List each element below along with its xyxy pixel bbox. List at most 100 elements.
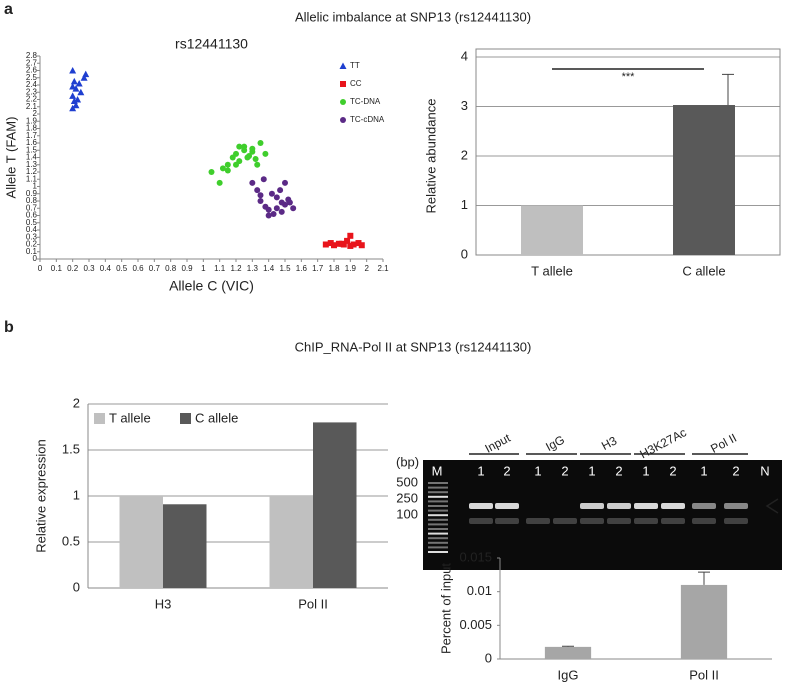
marker	[257, 192, 264, 199]
y-tick-label: 1.6	[26, 138, 38, 147]
band	[607, 503, 631, 509]
marker	[69, 92, 77, 99]
band	[580, 518, 604, 524]
arrow	[765, 498, 779, 514]
marker	[254, 161, 261, 168]
y-tick-label: 2.7	[26, 58, 38, 67]
group-label: H3K27Ac	[637, 425, 688, 461]
band	[469, 503, 493, 509]
y-axis-label: Percent of input	[438, 563, 453, 654]
panel-label: b	[4, 319, 14, 336]
ladder-band	[428, 537, 448, 540]
y-axis-label: Relative expression	[33, 439, 48, 552]
bar	[673, 105, 735, 255]
y-tick-label: 1	[461, 197, 468, 212]
x-tick-label: 1.6	[296, 264, 308, 273]
y-tick-label: 2.4	[26, 80, 38, 89]
bar	[269, 496, 313, 588]
ladder-band	[428, 509, 448, 512]
y-tick-label: 1.4	[26, 153, 38, 162]
band	[634, 503, 658, 509]
marker	[208, 169, 215, 175]
y-tick-label: 2.8	[26, 51, 38, 60]
x-tick-label: 1.2	[230, 264, 242, 273]
legend-marker	[339, 62, 347, 69]
marker	[322, 241, 329, 248]
legend-label: T allele	[109, 410, 151, 425]
marker	[262, 150, 269, 157]
y-tick-label: 0.5	[62, 533, 80, 548]
marker	[273, 194, 280, 201]
y-tick-label: 0.3	[26, 232, 38, 241]
marker	[290, 205, 297, 212]
y-tick-label: 2.2	[26, 95, 38, 104]
x-tick-label: Pol II	[298, 596, 328, 611]
ladder-band	[428, 495, 448, 498]
lane-label: N	[760, 463, 769, 478]
y-tick-label: 0	[33, 254, 38, 263]
x-tick-label: 2	[364, 264, 369, 273]
y-tick-label: 0.6	[26, 211, 38, 220]
legend-marker	[340, 99, 346, 105]
marker	[282, 179, 288, 186]
marker	[233, 150, 239, 157]
ladder-band	[428, 486, 448, 489]
marker	[249, 145, 256, 152]
band	[580, 503, 604, 509]
x-tick-label: 1.3	[247, 264, 259, 273]
x-tick-label: 0.4	[100, 264, 112, 273]
marker	[219, 165, 226, 172]
ladder-band	[428, 500, 448, 503]
marker	[224, 161, 231, 168]
group-label: Input	[483, 431, 514, 456]
lane-label: 1	[588, 463, 595, 478]
lane-label: 2	[561, 463, 568, 478]
marker	[270, 211, 277, 218]
marker	[273, 205, 280, 212]
x-tick-label: 1.8	[328, 264, 340, 273]
lane-label: 2	[732, 463, 739, 478]
group-label: H3	[599, 433, 619, 453]
x-tick-label: 1.4	[263, 264, 275, 273]
x-tick-label: 0.5	[116, 264, 128, 273]
ladder-band	[428, 482, 448, 484]
x-tick-label: Pol II	[689, 667, 719, 682]
lane-label: M	[432, 463, 443, 478]
y-tick-label: 1.8	[26, 124, 38, 133]
marker	[74, 96, 82, 103]
error-bar	[698, 571, 710, 585]
band	[495, 503, 519, 509]
marker	[347, 242, 354, 249]
bar	[544, 646, 592, 659]
x-tick-label: 0.1	[51, 264, 63, 273]
x-tick-label: H3	[155, 596, 172, 611]
marker	[344, 237, 351, 244]
y-tick-label: 3	[461, 98, 468, 113]
marker	[286, 199, 293, 206]
x-tick-label: 0.2	[67, 264, 79, 273]
marker	[257, 198, 264, 204]
legend-swatch	[180, 413, 191, 424]
y-tick-label: 0.7	[26, 203, 38, 212]
y-tick-label: 1.1	[26, 174, 38, 183]
marker	[77, 88, 85, 96]
marker	[70, 77, 78, 85]
marker	[265, 206, 272, 213]
legend-label: CC	[350, 79, 362, 88]
marker	[265, 212, 272, 219]
x-tick-label: 0.6	[132, 264, 144, 273]
marker	[254, 187, 261, 194]
marker	[350, 241, 357, 248]
legend-marker	[340, 117, 346, 123]
lane-label: 1	[477, 463, 484, 478]
y-tick-label: 0.015	[459, 549, 492, 564]
marker	[277, 187, 284, 194]
legend-label: TT	[350, 61, 360, 70]
ladder-band	[428, 518, 448, 521]
marker	[339, 240, 346, 247]
marker	[69, 82, 77, 90]
x-tick-label: T allele	[531, 263, 573, 278]
x-tick-label: 2.1	[377, 264, 389, 273]
x-tick-label: 0.3	[83, 264, 95, 273]
y-tick-label: 2.6	[26, 66, 38, 75]
